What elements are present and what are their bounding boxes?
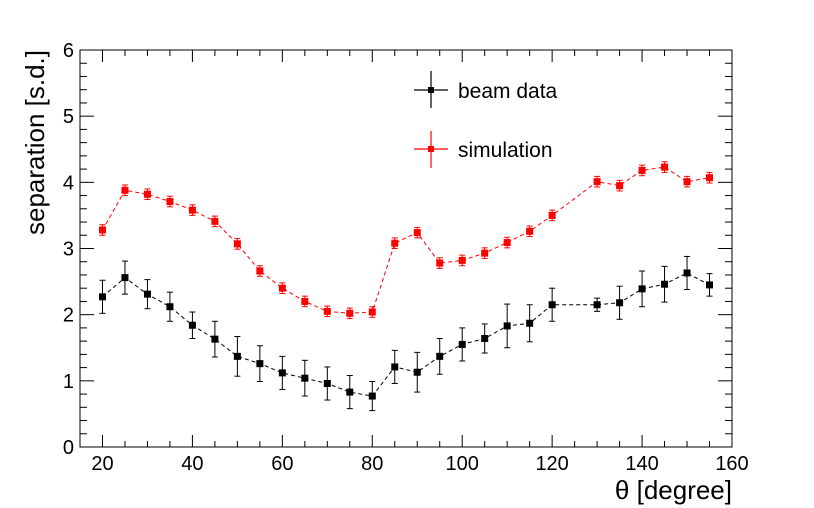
data-point [706, 174, 714, 182]
x-tick-label: 20 [91, 453, 113, 475]
data-point [548, 211, 556, 219]
y-tick-label: 5 [63, 106, 74, 128]
data-point [323, 379, 331, 387]
x-tick-label: 80 [361, 453, 383, 475]
x-tick-label: 60 [271, 453, 293, 475]
data-point [526, 319, 534, 327]
series-layer [98, 161, 714, 412]
x-tick-label: 160 [715, 453, 748, 475]
legend-label-beam-data: beam data [458, 80, 558, 103]
data-point [98, 226, 106, 234]
data-point [256, 360, 264, 368]
legend-marker-beam-data [428, 87, 434, 93]
data-point [166, 303, 174, 311]
data-point [413, 229, 421, 237]
data-point [481, 249, 489, 257]
data-point [638, 285, 646, 293]
legend-entry-simulation: simulation [414, 131, 553, 168]
data-point [616, 182, 624, 190]
data-point [346, 388, 354, 396]
data-point [503, 239, 511, 247]
data-point [661, 163, 669, 171]
data-point [706, 281, 714, 289]
data-point [98, 293, 106, 301]
data-point [188, 321, 196, 329]
data-point [256, 267, 264, 275]
data-point [166, 198, 174, 206]
data-point [683, 269, 691, 277]
legend-entry-beam-data: beam data [414, 71, 558, 108]
data-point [368, 392, 376, 400]
legend-label-simulation: simulation [458, 139, 553, 162]
data-point [121, 274, 129, 282]
data-point [323, 307, 331, 315]
data-point [391, 363, 399, 371]
x-tick-label: 100 [446, 453, 479, 475]
data-point [503, 322, 511, 330]
data-point [548, 301, 556, 309]
data-point [301, 374, 309, 382]
y-tick-label: 4 [63, 172, 74, 194]
data-point [458, 256, 466, 264]
data-point [346, 309, 354, 317]
data-point [526, 227, 534, 235]
data-point [481, 334, 489, 342]
data-point [121, 186, 129, 194]
data-point [278, 369, 286, 377]
data-point [616, 299, 624, 307]
x-tick-label: 40 [181, 453, 203, 475]
data-point [233, 240, 241, 248]
data-point [143, 290, 151, 298]
x-tick-label: 140 [625, 453, 658, 475]
data-point [661, 280, 669, 288]
series-simulation [98, 161, 714, 320]
data-point [391, 239, 399, 247]
data-point [683, 178, 691, 186]
y-tick-label: 3 [63, 239, 74, 261]
x-tick-label: 120 [535, 453, 568, 475]
data-point [211, 217, 219, 225]
data-point [368, 308, 376, 316]
data-point [188, 206, 196, 214]
plot-frame [79, 49, 733, 448]
y-axis-label: separation [s.d.] [20, 50, 50, 235]
legend: beam data simulation [414, 71, 558, 168]
tick-labels: 20 40 60 80 100 120 140 160 0 1 2 3 4 5 6 [63, 40, 749, 475]
series-line-beam-data [102, 272, 710, 397]
data-point [301, 297, 309, 305]
series-beam-data [98, 255, 714, 412]
legend-marker-simulation [428, 146, 434, 152]
data-point [233, 352, 241, 360]
data-point [436, 259, 444, 267]
data-point [436, 352, 444, 360]
x-axis-label: θ [degree] [615, 475, 732, 505]
data-point [638, 166, 646, 174]
data-point [211, 335, 219, 343]
data-point [458, 340, 466, 348]
axis-ticks [80, 49, 733, 448]
data-point [143, 190, 151, 198]
data-point [413, 368, 421, 376]
y-tick-label: 1 [63, 371, 74, 393]
data-point [593, 301, 601, 309]
y-tick-label: 2 [63, 305, 74, 327]
y-tick-label: 6 [63, 40, 74, 62]
y-tick-label: 0 [63, 437, 74, 459]
data-point [278, 284, 286, 292]
data-point [593, 178, 601, 186]
